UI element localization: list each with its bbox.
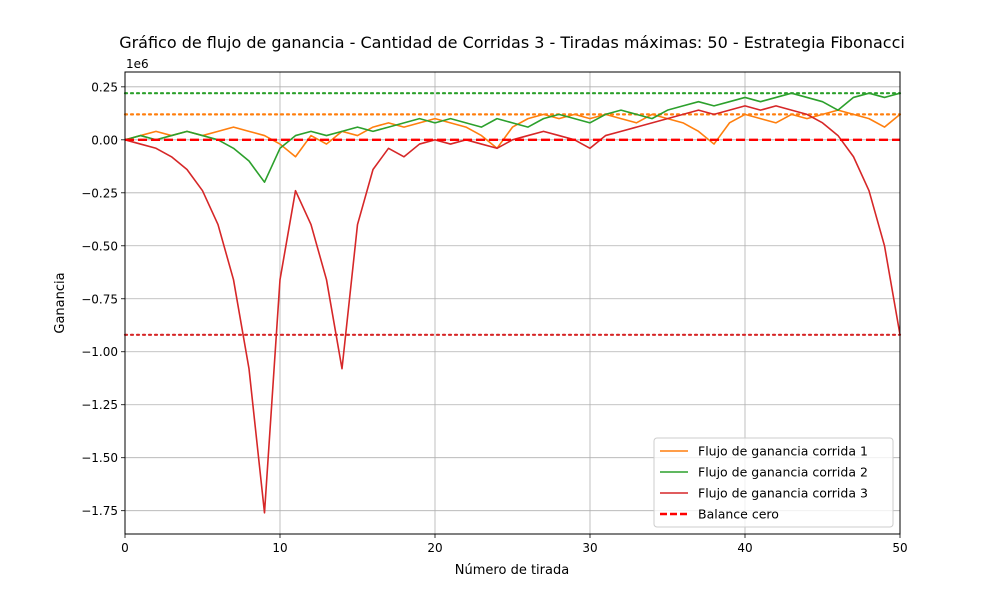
x-tick-label: 50 [892,541,907,555]
grid-lines [124,72,901,534]
legend-label: Flujo de ganancia corrida 1 [698,444,868,459]
y-tick-label: −0.75 [81,292,118,306]
x-tick-label: 20 [427,541,442,555]
legend-label: Flujo de ganancia corrida 2 [698,465,868,480]
y-axis-label: Ganancia [53,272,68,333]
x-tick-label: 30 [582,541,597,555]
y-tick-label: 0.00 [91,133,118,147]
legend-label: Balance cero [698,507,779,522]
y-tick-label: −0.25 [81,186,118,200]
x-tick-label: 0 [121,541,129,555]
series-line-corrida-3 [124,105,901,514]
x-tick-label: 40 [737,541,752,555]
legend-label: Flujo de ganancia corrida 3 [698,486,868,501]
y-tick-label: 0.25 [91,80,118,94]
series-lines [124,92,901,514]
chart-title: Gráfico de flujo de ganancia - Cantidad … [119,33,905,52]
legend-box [653,437,894,528]
series-line-corrida-2 [124,92,901,183]
legend: Flujo de ganancia corrida 1 Flujo de gana… [653,437,894,528]
x-tick-label: 10 [272,541,287,555]
y-tick-label: −0.50 [81,239,118,253]
x-axis-label: Número de tirada [455,563,569,578]
y-tick-label: −1.50 [81,451,118,465]
y-tick-label: −1.75 [81,504,118,518]
series-line-corrida-1 [124,109,901,158]
y-tick-label: −1.00 [81,345,118,359]
plot-area-frame [124,71,901,535]
y-tick-label: −1.25 [81,398,118,412]
y-scale-label: 1e6 [126,57,149,71]
axis-ticks: 0 10 20 30 40 50 0.25 0.00 −0.25 −0.50 −0.75 −1.00 −… [81,80,907,555]
